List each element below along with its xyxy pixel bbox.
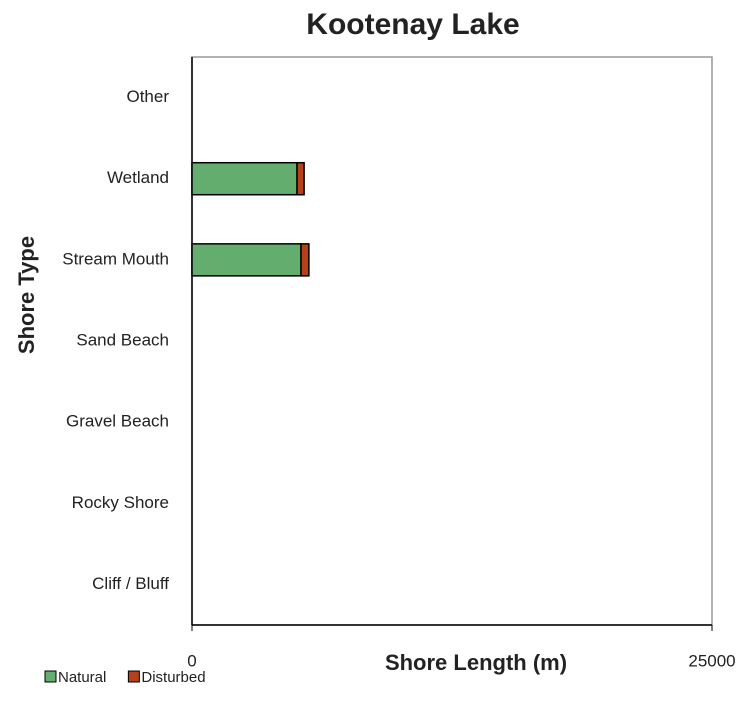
y-tick-label: Stream Mouth: [62, 249, 169, 268]
bar-segment: [191, 161, 298, 196]
bar-segment: [300, 243, 310, 277]
y-axis-label: Shore Type: [14, 236, 39, 354]
legend-swatch: [127, 670, 140, 683]
legend-label: Disturbed: [141, 669, 205, 686]
plot-frame: [191, 56, 713, 626]
legend-swatch: [44, 670, 57, 683]
bar-segment: [191, 243, 302, 277]
x-tick-label: 0: [187, 651, 196, 670]
x-tick-label: 25000: [688, 651, 735, 670]
y-tick-label: Other: [126, 87, 169, 106]
y-tick-label: Rocky Shore: [72, 493, 169, 512]
y-tick-label: Sand Beach: [76, 330, 169, 349]
x-axis-label: Shore Length (m): [385, 650, 567, 675]
bar-segment: [296, 161, 305, 196]
y-tick-label: Gravel Beach: [66, 412, 169, 431]
legend-label: Natural: [58, 669, 106, 686]
y-tick-label: Wetland: [107, 168, 169, 187]
y-tick-label: Cliff / Bluff: [92, 574, 169, 593]
chart-title: Kootenay Lake: [306, 8, 519, 41]
